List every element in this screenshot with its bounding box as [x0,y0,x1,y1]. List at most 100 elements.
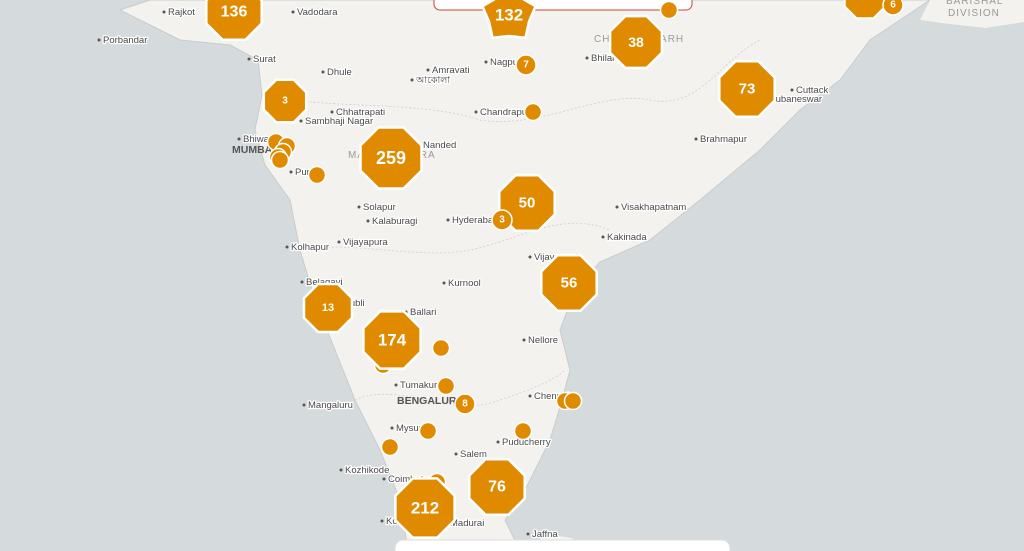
city-label: Ballari [410,307,436,318]
city-dot [601,235,605,239]
cluster[interactable] [498,174,556,232]
city-label: Visakhapatnam [621,202,686,213]
cluster-count: 7 [523,60,529,71]
cluster-count: 56 [561,275,578,292]
city-label: Porbandar [103,35,147,46]
city-dot [528,255,532,259]
city-dot [528,394,532,398]
city-dot [357,205,361,209]
city-dot [474,110,478,114]
marker[interactable] [513,421,533,441]
city-label: MUMBAI [232,144,275,156]
city-label: Sambhaji Nagar [305,116,373,127]
marker[interactable] [523,102,543,122]
city-dot [694,137,698,141]
city-label: Vadodara [297,7,338,18]
city-label: Kolhapur [291,242,329,253]
land-east [920,0,1024,28]
cluster[interactable] [608,14,664,70]
city-label: Dhule [327,67,352,78]
city-label: Kakinada [607,232,647,243]
cluster[interactable] [394,477,456,539]
city-label: Kozhikode [345,465,389,476]
cluster[interactable] [882,0,904,16]
city-dot [299,119,303,123]
city-dot [390,426,394,430]
cluster[interactable] [302,282,354,334]
city-label: Solapur [363,202,396,213]
city-label: Chhatrapati [336,107,385,118]
markers: 136 132 38 7 73 3 259 50 3 56 13 174 8 212 76 6 [205,0,904,539]
cluster-count: 259 [376,148,406,168]
cluster[interactable] [468,458,526,516]
city-label: Salem [460,449,487,460]
city-label: Hyderabad [452,215,498,226]
city-dot [237,137,241,141]
marker[interactable] [270,150,290,170]
city-dot [526,532,530,536]
city-label: Madurai [450,518,484,529]
city-dot [289,170,293,174]
cluster-count: 38 [628,34,644,50]
cluster[interactable] [362,310,422,370]
city-label: Chandrapur [480,107,530,118]
cluster[interactable] [205,0,263,41]
cluster-count: 76 [488,479,506,496]
city-label: Cuttack [796,85,828,96]
city-dot [321,70,325,74]
city-dot [382,477,386,481]
city-dot [522,338,526,342]
city-label: Puducherry [502,437,551,448]
cluster-count: 50 [519,195,536,212]
cluster-count: 13 [322,302,334,314]
cluster[interactable] [454,393,476,415]
cluster-count: 212 [411,499,439,518]
land [118,0,931,551]
cluster-count: 6 [890,0,896,11]
city-dot [446,218,450,222]
cluster-count: 3 [499,215,505,226]
city-label: BENGALURU [397,395,464,407]
cluster[interactable] [843,0,887,20]
city-dot [410,78,414,82]
city-dot [615,205,619,209]
cluster[interactable] [480,0,538,40]
cluster[interactable] [491,209,513,231]
cluster[interactable] [540,254,598,312]
city-dot [285,245,289,249]
city-dot [247,57,251,61]
city-dot [339,468,343,472]
search-box[interactable] [433,0,693,11]
cluster[interactable] [262,78,308,124]
city-label: Surat [253,54,276,65]
city-dot [585,56,589,60]
city-label: Kalaburagi [372,216,417,227]
bottom-panel[interactable] [394,539,731,551]
city-label: Rajkot [168,7,195,18]
city-dot [300,280,304,284]
city-dot [97,38,101,42]
cluster-count: 136 [221,4,248,21]
city-label: Bhilai [591,53,614,64]
city-label: BARISHAL [946,0,1003,7]
city-label: Nanded [423,140,456,151]
city-label: Nagpur [490,57,521,68]
city-dot [291,10,295,14]
city-label: Mangaluru [308,400,353,411]
city-label: আকোলা [415,75,451,86]
marker[interactable] [563,391,583,411]
city-label: Brahmapur [700,134,747,145]
cluster[interactable] [359,126,423,190]
marker[interactable] [659,0,679,20]
city-dot [394,383,398,387]
city-dot [454,452,458,456]
marker[interactable] [436,376,456,396]
cluster[interactable] [718,60,776,118]
city-dot [162,10,166,14]
marker[interactable] [418,421,438,441]
marker[interactable] [307,165,327,185]
marker[interactable] [380,437,400,457]
marker[interactable] [431,338,451,358]
cluster[interactable] [515,54,537,76]
